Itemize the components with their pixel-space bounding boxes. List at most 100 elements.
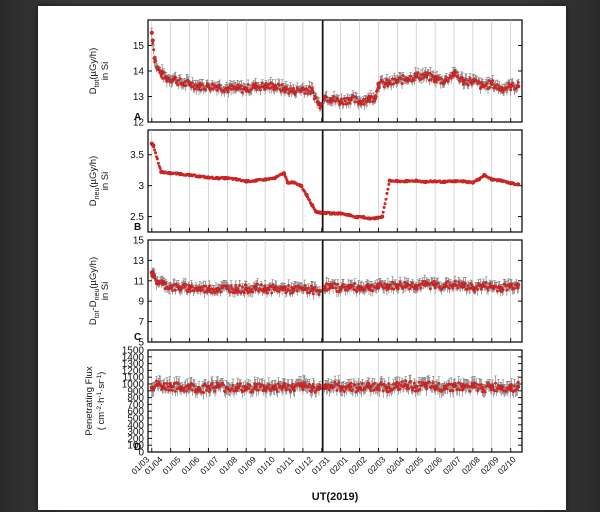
data-point-anchor — [206, 286, 211, 292]
data-point — [270, 291, 274, 295]
data-point-anchor — [272, 385, 277, 390]
data-point-anchor — [461, 179, 466, 184]
data-point — [370, 95, 374, 99]
data-point-anchor — [451, 282, 457, 287]
y-tick-label: 1100 — [122, 373, 144, 384]
data-point-anchor — [244, 386, 249, 391]
data-point-anchor — [253, 285, 258, 290]
y-tick-label: 13 — [133, 92, 145, 103]
data-point-anchor — [164, 76, 169, 81]
data-point-anchor — [300, 86, 305, 91]
panel-c: 5 7 9 11 13 15 C Dtot-Dneu(µGy/h)in Si — [88, 236, 523, 349]
data-point — [384, 197, 388, 201]
data-point — [295, 289, 299, 293]
y-tick-label: 1300 — [122, 359, 145, 370]
data-point — [479, 383, 483, 387]
data-point-anchor — [414, 178, 419, 183]
data-point — [246, 83, 250, 87]
data-point-anchor — [338, 211, 343, 216]
y-axis-label-line2: in Si — [100, 62, 111, 80]
data-point-anchor — [433, 179, 438, 184]
data-point-anchor — [451, 179, 457, 184]
y-axis-label-part: D — [88, 318, 99, 325]
data-point-anchor — [263, 386, 268, 391]
data-point — [491, 79, 495, 83]
data-point-anchor — [304, 192, 309, 197]
data-point-anchor — [329, 284, 334, 289]
data-point-anchor — [516, 84, 521, 89]
data-point — [476, 288, 480, 292]
data-point-anchor — [470, 285, 475, 290]
data-point-anchor — [155, 66, 160, 71]
y-axis-unit-part: -2 — [96, 406, 103, 412]
data-point — [151, 42, 155, 46]
data-point — [468, 76, 472, 80]
data-point-anchor — [206, 175, 211, 180]
data-point-anchor — [375, 215, 380, 220]
data-point — [202, 391, 206, 395]
y-tick-label: 3 — [138, 181, 144, 192]
data-point-anchor — [489, 177, 494, 182]
data-point-anchor — [508, 283, 513, 288]
data-point — [157, 164, 161, 168]
data-point-anchor — [244, 286, 249, 292]
y-axis-label-part: D — [88, 199, 99, 206]
data-point — [251, 290, 255, 294]
data-point — [242, 291, 246, 295]
data-point-anchor — [225, 86, 230, 91]
data-point-anchor — [263, 286, 268, 292]
data-point — [356, 389, 360, 393]
data-point-anchor — [310, 89, 315, 94]
data-point — [387, 182, 391, 186]
data-point — [516, 286, 520, 290]
data-point — [275, 390, 279, 394]
data-point-anchor — [442, 283, 447, 288]
panel-letter: D — [134, 442, 141, 453]
data-point-anchor — [318, 102, 323, 107]
data-point-anchor — [151, 274, 156, 279]
data-point-anchor — [376, 284, 381, 289]
y-axis-label-part: (µGy/h) — [88, 257, 99, 289]
data-point — [311, 292, 315, 296]
data-point — [308, 198, 311, 202]
data-point — [152, 48, 156, 52]
y-axis-unit-part: ) — [96, 372, 107, 375]
data-point — [483, 390, 487, 394]
y-axis-unit-label: ( cm-2·h-1·sr-1) — [96, 372, 107, 431]
data-point-anchor — [150, 38, 155, 43]
data-point-anchor — [338, 99, 343, 104]
y-tick-label: 3.5 — [130, 150, 144, 161]
data-point — [204, 284, 208, 288]
data-point — [256, 282, 260, 286]
data-point-anchor — [414, 74, 419, 79]
data-point — [360, 382, 364, 386]
data-point-anchor — [476, 177, 481, 182]
data-point — [445, 284, 449, 288]
data-point-anchor — [348, 213, 353, 218]
y-tick-label: 600 — [127, 407, 144, 418]
data-point-anchor — [272, 176, 277, 181]
y-axis-label-part: tot — [94, 310, 101, 318]
data-point-anchor — [253, 384, 258, 389]
data-point — [386, 187, 390, 191]
data-point-anchor — [414, 283, 419, 288]
data-point-anchor — [361, 215, 366, 220]
data-point — [207, 284, 211, 288]
data-point-anchor — [480, 283, 485, 288]
y-axis-unit-part: ( cm — [96, 412, 107, 431]
data-point-anchor — [470, 79, 475, 84]
data-point-anchor — [516, 282, 521, 287]
data-point — [362, 102, 366, 106]
data-point-anchor — [196, 286, 202, 292]
data-point — [284, 176, 288, 180]
data-point-anchor — [433, 282, 438, 287]
figure-card: 12 13 14 15 A Dtot(µGy/h) in Si 2.5 3 3.5 B Dneu(µG… — [38, 6, 566, 510]
data-point-anchor — [385, 81, 390, 86]
data-point — [269, 285, 273, 289]
data-point-anchor — [423, 282, 428, 287]
data-point — [184, 282, 188, 286]
y-tick-label: 300 — [127, 427, 144, 438]
data-point — [265, 291, 269, 295]
data-point — [154, 151, 158, 155]
y-axis-label-part: neu — [94, 188, 101, 200]
